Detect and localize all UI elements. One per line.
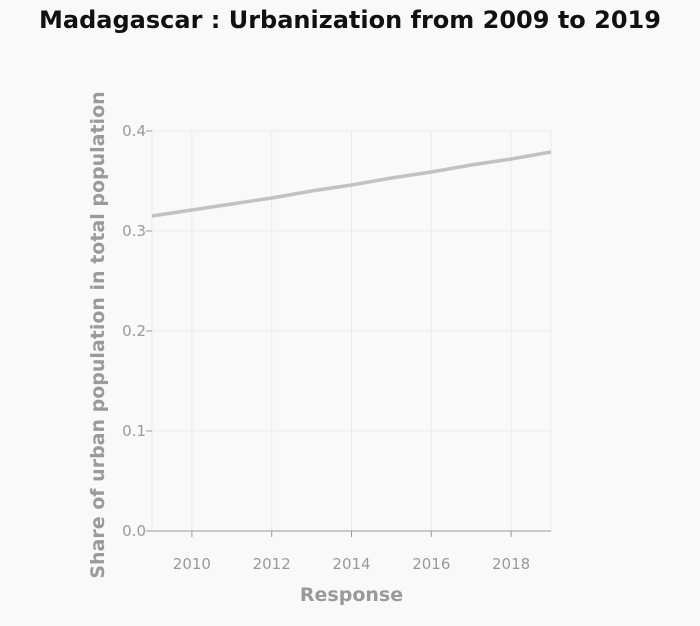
- series-lines: [151, 150, 552, 218]
- x-tick-label: 2018: [492, 555, 530, 573]
- x-tick-label: 2010: [173, 555, 211, 573]
- x-tick-label: 2016: [412, 555, 450, 573]
- gridlines: [152, 130, 551, 532]
- y-axis-ticks: 0.0 0.1 0.2 0.3 0.4: [122, 122, 152, 540]
- y-tick-label: 0.3: [122, 222, 146, 240]
- y-tick-label: 0.1: [122, 422, 146, 440]
- y-tick-label: 0.4: [122, 122, 146, 140]
- chart-title: Madagascar : Urbanization from 2009 to 2…: [39, 6, 661, 34]
- y-tick-label: 0.2: [122, 322, 146, 340]
- y-axis-title: Share of urban population in total popul…: [87, 91, 109, 578]
- series-line: [151, 150, 552, 218]
- x-axis-ticks: 2010 2012 2014 2016 2018: [173, 531, 530, 573]
- x-tick-label: 2012: [253, 555, 291, 573]
- x-tick-label: 2014: [332, 555, 370, 573]
- x-axis-title: Response: [300, 584, 403, 606]
- y-tick-label: 0.0: [122, 522, 146, 540]
